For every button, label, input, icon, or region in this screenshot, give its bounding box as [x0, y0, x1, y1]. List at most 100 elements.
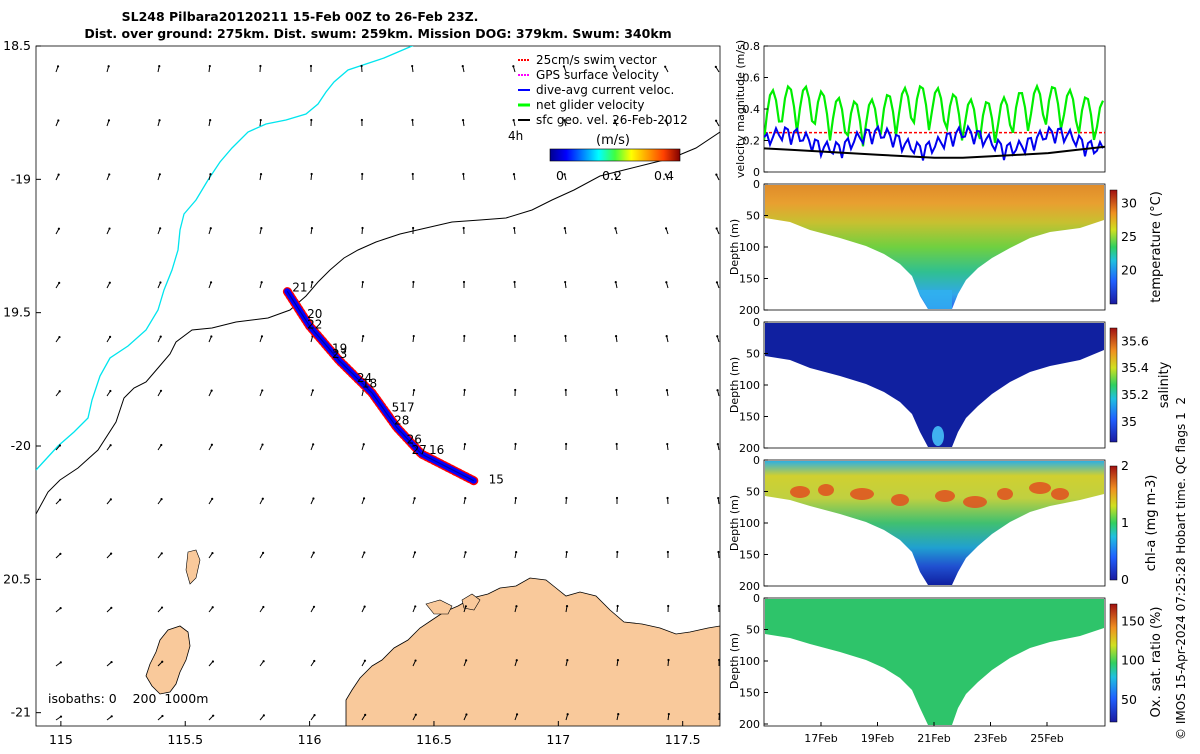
colorbar-tick-label: 100 [1121, 653, 1145, 668]
velocity-arrow-head [566, 551, 568, 553]
velocity-arrow-head [262, 606, 264, 608]
velocity-arrow-head [160, 444, 162, 446]
day-label: 23 [332, 347, 347, 361]
velocity-arrow-head [58, 282, 60, 284]
velocity-arrow-head [464, 551, 466, 553]
velocity-arrow-head [617, 659, 619, 661]
map-ytick-label: -21 [11, 705, 31, 720]
velocity-arrow-head [411, 65, 413, 67]
velocity-arrow-head [364, 660, 366, 662]
legend-label: 25cm/s swim vector [536, 53, 657, 67]
velocity-arrow-head [261, 281, 263, 283]
velocity-arrow-head [565, 389, 567, 391]
velocity-arrow-head [209, 173, 211, 175]
velocity-arrow-head [566, 659, 568, 661]
velocity-arrow-head [667, 659, 669, 661]
velocity-arrow-head [464, 389, 466, 391]
velocity-arrow-head [414, 551, 416, 553]
chla-colorbar [1110, 466, 1117, 580]
map-xtick-label: 116.5 [416, 732, 452, 747]
velocity-arrow-head [664, 66, 666, 68]
depth-tick-label: 50 [746, 486, 760, 499]
velocity-arrow-head [413, 335, 415, 337]
velocity-arrow-head [161, 552, 163, 554]
velocity-arrow-head [212, 660, 214, 662]
colorbar-tick-label: 35 [1121, 414, 1137, 429]
salinity-panel: Depth (m) salinity [728, 322, 1172, 448]
velocity-arrow-head [364, 714, 366, 716]
velocity-arrow-head [615, 281, 617, 283]
chla-max-patch [818, 484, 834, 496]
velocity-arrow-head [464, 497, 466, 499]
depth-tick-label: 200 [739, 718, 760, 731]
velocity-arrow-head [313, 714, 315, 716]
velocity-arrow-head [667, 551, 669, 553]
velocity-arrow-head [110, 607, 112, 609]
velocity-arrow-head [110, 444, 112, 446]
velocity-arrow-head [263, 660, 265, 662]
time-tick-label: 25Feb [1030, 732, 1063, 745]
velocity-arrow-head [59, 390, 61, 392]
velocity-arrow-head [211, 390, 213, 392]
velocity-arrow-head [414, 659, 416, 661]
velocity-arrow-head [412, 227, 414, 229]
velocity-arrow-head [463, 227, 465, 229]
depth-tick-label: 100 [739, 241, 760, 254]
legend-label: dive-avg current veloc. [536, 83, 674, 97]
depth-tick-label: 50 [746, 624, 760, 637]
velocity-arrow-head [566, 605, 568, 607]
map-ytick-label: -20 [11, 438, 31, 453]
day-label: 517 [392, 400, 415, 414]
velocity-arrow-head [463, 281, 465, 283]
time-tick-label: 17Feb [804, 732, 837, 745]
velocity-arrow-head [160, 390, 162, 392]
velocity-arrow-head [412, 281, 414, 283]
velocity-arrow-head [667, 605, 669, 607]
colorbar-tick-label: 150 [1121, 613, 1145, 628]
velocity-arrow-head [616, 443, 618, 445]
credit-text: © IMOS 15-Apr-2024 07:25:28 Hobart time.… [1174, 397, 1188, 740]
velocity-arrow-head [514, 389, 516, 391]
velocity-arrow-head [261, 335, 263, 337]
colorbar-tick-label: 50 [1121, 692, 1137, 707]
colorbar-tick-label: 35.2 [1121, 387, 1149, 402]
time-tick-label: 19Feb [861, 732, 894, 745]
velocity-arrow-head [516, 713, 518, 715]
legend-extra: 4h [508, 129, 523, 143]
velocity-arrow-head [666, 497, 668, 499]
temperature-cblabel: temperature (°C) [1149, 191, 1164, 303]
velocity-arrow-head [108, 227, 110, 229]
depth-tick-label: 100 [739, 517, 760, 530]
chla-max-patch [1029, 482, 1051, 494]
velocity-arrow-head [361, 227, 363, 229]
title-line-1: SL248 Pilbara20120211 15-Feb 00Z to 26-F… [122, 9, 479, 24]
depth-tick-label: 100 [739, 379, 760, 392]
velocity-arrow-head [109, 390, 111, 392]
velocity-arrow-head [513, 281, 515, 283]
velocity-arrow-head [210, 281, 212, 283]
map-xtick-label: 117 [546, 732, 570, 747]
velocity-arrow-head [262, 552, 264, 554]
velocity-arrow-head [159, 227, 161, 229]
velocity-arrow-head [158, 65, 160, 67]
velocity-arrow-head [564, 227, 566, 229]
colorbar-tick-label: 2 [1121, 458, 1129, 473]
velocity-arrow-head [110, 498, 112, 500]
velocity-arrow-head [161, 715, 163, 717]
velocity-arrow-head [717, 551, 719, 553]
velocity-arrow-head [462, 119, 464, 121]
depth-tick-label: 150 [739, 549, 760, 562]
velocity-arrow-head [311, 173, 313, 175]
velocity-arrow-head [666, 443, 668, 445]
map-ytick-label: 19.5 [3, 305, 31, 320]
velocity-arrow-head [262, 498, 264, 500]
velocity-arrow-head [310, 65, 312, 67]
velocity-arrow-head [464, 443, 466, 445]
velocity-arrow-head [263, 714, 265, 716]
velocity-arrow-head [715, 174, 717, 176]
velocity-arrow-head [110, 661, 112, 663]
velocity-arrow-head [310, 119, 312, 121]
velocity-arrow-head [716, 227, 718, 229]
velocity-arrow-head [59, 444, 61, 446]
